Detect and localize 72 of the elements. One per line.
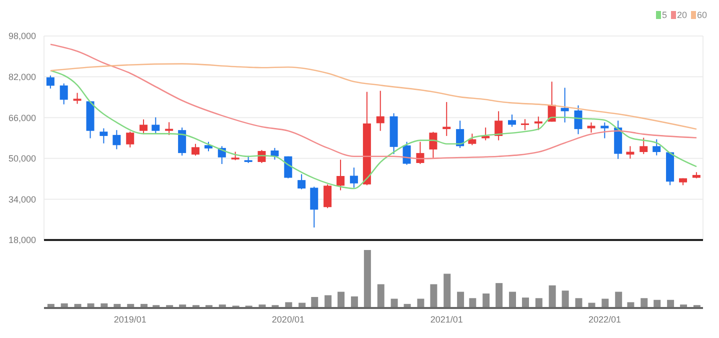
- candlestick: [520, 118, 529, 131]
- candlestick: [468, 133, 476, 146]
- x-tick-label: 2019/01: [114, 314, 146, 324]
- x-tick-label: 2022/01: [588, 314, 621, 324]
- candlestick: [298, 174, 306, 190]
- candlestick: [508, 114, 516, 128]
- candlestick: [126, 131, 134, 148]
- candlestick: [456, 120, 464, 148]
- candlestick: [587, 122, 596, 134]
- x-tick-label: 2020/01: [272, 314, 304, 324]
- bar: [562, 290, 569, 308]
- candlestick: [112, 130, 121, 150]
- bar: [482, 294, 490, 308]
- bar: [417, 298, 424, 308]
- candlestick: [652, 138, 661, 156]
- candlestick: [429, 131, 438, 158]
- candlestick: [324, 184, 332, 209]
- y-tick-label: 18,000: [8, 235, 36, 246]
- candlestick: [191, 143, 200, 156]
- candlestick: [376, 90, 384, 132]
- legend-label: 60: [696, 10, 707, 20]
- candlestick: [165, 122, 174, 136]
- candlestick: [336, 159, 345, 191]
- candlestick: [73, 92, 82, 104]
- candlestick: [100, 128, 108, 144]
- y-tick-label: 98,000: [8, 31, 36, 42]
- bar: [324, 295, 332, 308]
- candlestick: [534, 116, 542, 131]
- bar: [444, 274, 451, 308]
- candlestick: [60, 82, 68, 105]
- y-tick-label: 82,000: [8, 72, 36, 82]
- bar: [548, 285, 556, 308]
- bar: [602, 298, 609, 308]
- bar: [640, 298, 648, 308]
- bar: [535, 298, 542, 308]
- candlestick: [600, 122, 609, 139]
- y-tick-label: 50,000: [8, 154, 36, 164]
- candlestick: [310, 186, 318, 228]
- candlestick: [560, 87, 569, 123]
- candlestick: [640, 137, 648, 155]
- candlestick: [494, 110, 503, 141]
- candlestick: [178, 127, 186, 156]
- candlestick: [574, 104, 582, 135]
- candlestick: [152, 116, 160, 134]
- candlestick: [270, 147, 279, 160]
- bar: [615, 292, 622, 308]
- candlestick: [46, 75, 54, 90]
- bar: [311, 296, 318, 308]
- bar: [457, 292, 464, 308]
- bar: [469, 298, 476, 308]
- bar: [508, 292, 516, 308]
- line-series: [50, 63, 698, 130]
- candlestick: [204, 141, 212, 152]
- line-series: [50, 70, 698, 190]
- candlestick: [140, 118, 148, 135]
- bar: [377, 284, 384, 308]
- bar: [522, 298, 529, 308]
- bar: [496, 283, 503, 308]
- candlestick: [350, 167, 358, 188]
- bar: [364, 250, 371, 308]
- legend-label: 20: [676, 10, 687, 20]
- x-tick-label: 2021/01: [430, 314, 463, 324]
- bar: [338, 292, 345, 308]
- bar: [575, 298, 582, 308]
- y-tick-label: 66,000: [8, 112, 36, 123]
- bar: [390, 298, 398, 308]
- bar: [430, 284, 438, 308]
- legend-label: 5: [662, 10, 667, 20]
- y-tick-label: 34,000: [8, 194, 36, 204]
- candlestick: [482, 127, 490, 141]
- bar: [350, 296, 358, 308]
- candlestick: [402, 141, 411, 166]
